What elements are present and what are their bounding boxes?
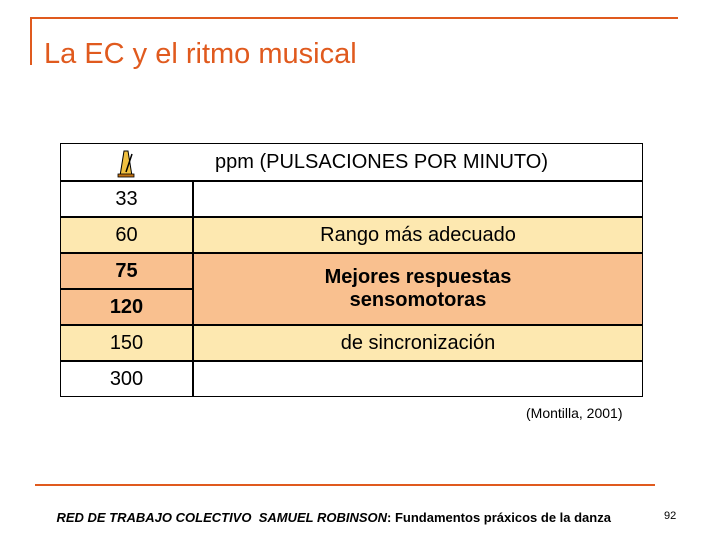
left-cell: 120 (60, 289, 193, 325)
footer-subject: : Fundamentos práxicos de la danza (387, 510, 611, 525)
left-cell: 150 (60, 325, 193, 361)
right-cell (193, 361, 643, 397)
left-cell: 75 (60, 253, 193, 289)
left-cell-text: 300 (109, 367, 144, 390)
right-cell (193, 181, 643, 217)
left-cell-text: 60 (115, 223, 138, 246)
left-cell-text: 75 (115, 259, 138, 282)
footer-rule (35, 484, 655, 486)
left-cell: 33 (60, 181, 193, 217)
table: ppm (PULSACIONES POR MINUTO) 33 60 75 120 15… (60, 143, 643, 398)
right-cell: Mejores respuestas sensomotoras (193, 253, 643, 325)
citation: (Montilla, 2001) (526, 405, 623, 421)
left-cell-text: 33 (115, 187, 138, 210)
left-cell: 300 (60, 361, 193, 397)
title: La EC y el ritmo musical (44, 38, 357, 70)
right-cell-text: Mejores respuestas sensomotoras (324, 266, 512, 311)
title-rule-left (30, 17, 32, 65)
right-cell-text: de sincronización (340, 331, 496, 354)
footer-text: RED DE TRABAJO COLECTIVO SAMUEL ROBINSON… (42, 495, 611, 540)
left-cell-text: 150 (109, 331, 144, 354)
footer-organization: RED DE TRABAJO COLECTIVO SAMUEL ROBINSON (56, 510, 388, 525)
title-rule-top (30, 17, 678, 19)
header-cell: ppm (PULSACIONES POR MINUTO) (60, 143, 643, 181)
right-cell: de sincronización (193, 325, 643, 361)
header-text: ppm (PULSACIONES POR MINUTO) (214, 150, 549, 173)
left-cell: 60 (60, 217, 193, 253)
metronome-icon (117, 150, 135, 178)
right-cell-text: Rango más adecuado (320, 223, 516, 246)
right-cell: Rango más adecuado (193, 217, 643, 253)
page-number: 92 (664, 510, 677, 522)
left-cell-text: 120 (109, 295, 144, 318)
